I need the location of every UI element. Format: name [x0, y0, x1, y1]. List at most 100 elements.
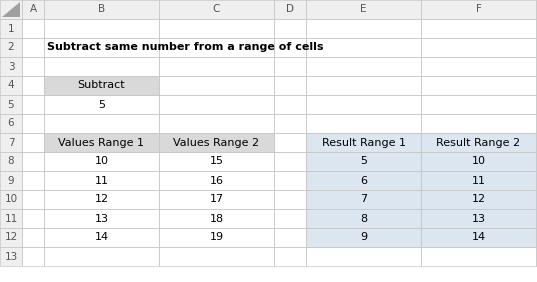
Bar	[22, 228, 44, 247]
Bar	[536, 76, 537, 95]
Bar	[306, 133, 421, 152]
Text: 13: 13	[95, 213, 108, 224]
Bar	[536, 171, 537, 190]
Bar	[159, 57, 274, 76]
Bar	[421, 247, 536, 266]
Bar	[44, 190, 159, 209]
Bar	[22, 95, 44, 114]
Bar	[421, 114, 536, 133]
Bar	[44, 0, 159, 19]
Bar	[159, 133, 274, 152]
Bar	[306, 152, 421, 171]
Bar	[44, 76, 159, 95]
Bar	[159, 95, 274, 114]
Bar	[306, 57, 421, 76]
Bar	[306, 190, 421, 209]
Bar	[0, 57, 22, 76]
Bar	[421, 152, 536, 171]
Bar	[44, 95, 159, 114]
Bar	[0, 76, 22, 95]
Bar	[22, 133, 44, 152]
Bar	[44, 133, 159, 152]
Bar	[274, 190, 306, 209]
Bar	[44, 133, 159, 152]
Bar	[44, 228, 159, 247]
Bar	[421, 19, 536, 38]
Bar	[22, 209, 44, 228]
Bar	[421, 171, 536, 190]
Bar	[159, 38, 274, 57]
Bar	[536, 0, 537, 19]
Text: 13: 13	[471, 213, 485, 224]
Bar	[22, 133, 44, 152]
Bar	[0, 76, 22, 95]
Text: Subtract: Subtract	[78, 80, 125, 91]
Text: 10: 10	[4, 195, 18, 204]
Bar	[159, 209, 274, 228]
Bar	[306, 152, 421, 171]
Bar	[306, 133, 421, 152]
Bar	[536, 76, 537, 95]
Bar	[421, 228, 536, 247]
Bar	[159, 76, 274, 95]
Bar	[421, 57, 536, 76]
Bar	[536, 133, 537, 152]
Text: 3: 3	[8, 61, 14, 72]
Bar	[44, 38, 159, 57]
Bar	[44, 133, 159, 152]
Bar	[0, 38, 22, 57]
Bar	[421, 114, 536, 133]
Text: 19: 19	[209, 232, 223, 243]
Bar	[159, 114, 274, 133]
Bar	[421, 0, 536, 19]
Bar	[421, 19, 536, 38]
Text: 11: 11	[95, 175, 108, 186]
Bar	[421, 209, 536, 228]
Text: 11: 11	[471, 175, 485, 186]
Text: 10: 10	[471, 157, 485, 166]
Bar	[22, 57, 44, 76]
Bar	[159, 133, 274, 152]
Bar	[44, 209, 159, 228]
Bar	[159, 228, 274, 247]
Bar	[0, 228, 22, 247]
Bar	[274, 190, 306, 209]
Bar	[421, 133, 536, 152]
Bar	[44, 171, 159, 190]
Text: 11: 11	[4, 213, 18, 224]
Text: A: A	[30, 5, 37, 14]
Bar	[306, 228, 421, 247]
Bar	[44, 76, 159, 95]
Bar	[22, 38, 44, 57]
Bar	[536, 0, 537, 19]
Bar	[306, 247, 421, 266]
Bar	[274, 0, 306, 19]
Bar	[44, 152, 159, 171]
Bar	[159, 247, 274, 266]
Bar	[274, 171, 306, 190]
Text: F: F	[476, 5, 482, 14]
Bar	[0, 247, 22, 266]
Bar	[44, 228, 159, 247]
Bar	[159, 190, 274, 209]
Bar	[306, 0, 421, 19]
Bar	[421, 0, 536, 19]
Bar	[306, 19, 421, 38]
Bar	[159, 209, 274, 228]
Bar	[159, 19, 274, 38]
Bar	[274, 228, 306, 247]
Bar	[306, 247, 421, 266]
Text: 8: 8	[8, 157, 14, 166]
Bar	[22, 171, 44, 190]
Text: 10: 10	[95, 157, 108, 166]
Bar	[22, 95, 44, 114]
Bar	[274, 57, 306, 76]
Bar	[274, 95, 306, 114]
Bar	[159, 57, 274, 76]
Text: 8: 8	[360, 213, 367, 224]
Bar	[159, 0, 274, 19]
Bar	[274, 247, 306, 266]
Text: D: D	[286, 5, 294, 14]
Bar	[44, 57, 159, 76]
Bar	[306, 38, 421, 57]
